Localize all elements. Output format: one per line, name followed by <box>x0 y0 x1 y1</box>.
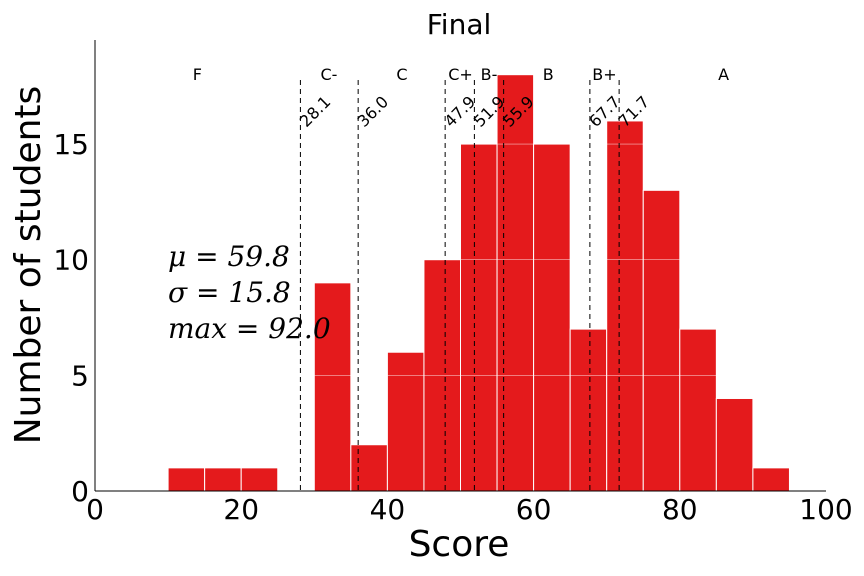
y-tick-label: 0 <box>71 475 89 508</box>
x-tick-label: 20 <box>223 493 259 526</box>
histogram-bar <box>496 74 535 492</box>
grade-label: F <box>193 65 202 84</box>
histogram-bar <box>386 351 425 492</box>
y-tick-label: 10 <box>53 244 89 277</box>
x-tick-label: 80 <box>662 493 698 526</box>
x-tick-label: 0 <box>86 493 104 526</box>
histogram-bar <box>313 282 352 492</box>
y-tick-label: 5 <box>71 359 89 392</box>
stats-line: max = 92.0 <box>168 312 331 345</box>
cutoff-label: 36.0 <box>354 92 393 131</box>
grade-label: C <box>396 65 407 84</box>
histogram-bar <box>679 328 717 492</box>
histogram-bar <box>642 189 681 492</box>
grade-label: C+ <box>448 65 473 84</box>
cutoff-label: 28.1 <box>296 92 335 131</box>
grade-labels-layer: F C- C C+ B- B B+ A <box>193 65 729 84</box>
cutoff-label: 47.9 <box>441 92 480 131</box>
x-tick-label: 40 <box>370 493 406 526</box>
histogram-bar <box>715 397 754 492</box>
x-tick-label: 60 <box>516 493 552 526</box>
histogram-bar <box>533 143 571 492</box>
histogram-bar <box>240 467 279 492</box>
bar-gridlines <box>95 143 826 376</box>
chart-title: Final <box>427 8 492 41</box>
grade-label: B- <box>481 65 498 84</box>
grade-label: C- <box>320 65 337 84</box>
y-tick-label: 15 <box>53 128 89 161</box>
histogram-bar <box>167 467 206 492</box>
grade-label: B <box>543 65 554 84</box>
stats-line: μ = 59.8 <box>168 240 290 273</box>
histogram-bar <box>569 328 608 492</box>
grade-label: A <box>718 65 729 84</box>
histogram-bar <box>752 467 790 492</box>
histogram-bar <box>350 444 388 492</box>
histogram-bar <box>606 120 644 492</box>
x-tick-label: 100 <box>799 493 852 526</box>
histogram-bar <box>204 467 242 492</box>
y-tick-labels: 0 5 10 15 <box>53 128 89 508</box>
stats-line: σ = 15.8 <box>168 276 291 309</box>
x-tick-labels: 0 20 40 60 80 100 <box>86 493 853 526</box>
x-axis-label: Score <box>409 524 510 565</box>
grade-label: B+ <box>592 65 616 84</box>
histogram-bar <box>460 143 498 492</box>
y-axis-label: Number of students <box>8 86 49 445</box>
